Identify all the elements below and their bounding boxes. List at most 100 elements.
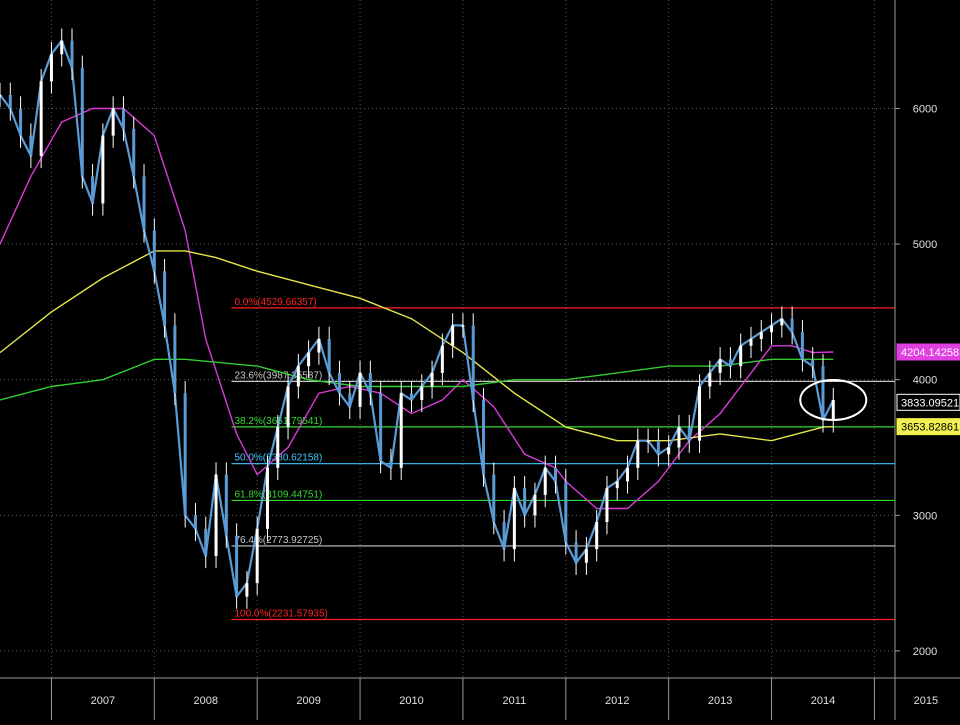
- price-candle-body: [19, 108, 23, 136]
- price-candle-body: [564, 481, 568, 543]
- price-candle-body: [636, 440, 640, 468]
- price-candle-body: [193, 515, 197, 529]
- price-candle-body: [698, 386, 702, 441]
- price-candle-body: [296, 366, 300, 387]
- fib-level-label: 76.4%(2773.92725): [234, 535, 322, 546]
- annotations: [799, 379, 868, 422]
- x-tick-label: 2014: [811, 695, 835, 707]
- price-candle-body: [656, 440, 660, 455]
- price-candle-body: [80, 67, 84, 177]
- value-tag-label: 3653.82861: [901, 422, 959, 434]
- price-candle-body: [379, 393, 383, 462]
- price-candle-body: [811, 359, 815, 367]
- series-line: [0, 107, 834, 510]
- price-candle-body: [255, 528, 259, 584]
- price-candle-body: [327, 339, 331, 373]
- fib-level-label: 23.6%(3987.35587): [234, 370, 322, 381]
- price-candle-body: [132, 128, 136, 177]
- grid: [0, 0, 895, 678]
- value-tag-label: 4204.14258: [901, 347, 959, 359]
- value-tag-label: 3833.09521: [901, 397, 959, 409]
- x-tick-label: 2007: [91, 695, 115, 707]
- value-tag-box: [896, 418, 960, 436]
- price-candle-body: [358, 372, 362, 407]
- price-candle-body: [399, 393, 403, 468]
- price-candle-body: [759, 332, 763, 339]
- x-tick-label: 2015: [914, 695, 938, 707]
- price-candle-body: [337, 372, 341, 394]
- price-candle-body: [39, 81, 43, 156]
- y-tick-label: 2000: [913, 646, 937, 658]
- price-candle-body: [749, 339, 753, 346]
- price-candle-body: [204, 528, 208, 556]
- price-candle-body: [348, 393, 352, 407]
- price-candle-body: [265, 467, 269, 529]
- price-candle-body: [111, 108, 115, 136]
- price-candle-body: [152, 230, 156, 272]
- price-candle-body: [554, 467, 558, 482]
- price-candle-body: [91, 176, 95, 204]
- price-candle-body: [626, 467, 630, 482]
- y-tick-label: 6000: [913, 103, 937, 115]
- price-candle-body: [245, 583, 249, 597]
- price-candle-body: [420, 386, 424, 401]
- price-candle-body: [718, 359, 722, 373]
- x-tick-label: 2013: [708, 695, 732, 707]
- price-candle-body: [831, 400, 835, 421]
- price-candle-body: [101, 135, 105, 204]
- price-candle-body: [389, 461, 393, 468]
- price-line: [0, 39, 835, 598]
- price-candle-body: [29, 135, 33, 156]
- fib-level-label: 0.0%(4529.66357): [234, 297, 316, 308]
- price-candle-body: [70, 40, 74, 68]
- price-candle-body: [574, 542, 578, 563]
- price-candle-body: [646, 440, 650, 443]
- price-candle-body: [224, 474, 228, 536]
- price-candle-body: [121, 108, 125, 129]
- price-candle-body: [451, 325, 455, 346]
- price-candle-body: [708, 372, 712, 387]
- price-candle-body: [492, 474, 496, 523]
- price-candle-body: [183, 393, 187, 516]
- x-tick-label: 2008: [194, 695, 218, 707]
- price-candle-body: [667, 447, 671, 455]
- price-candle-body: [60, 40, 64, 55]
- price-candle-body: [440, 345, 444, 373]
- price-candle-body: [543, 467, 547, 495]
- x-tick-label: 2010: [399, 695, 423, 707]
- price-candle-body: [615, 481, 619, 489]
- price-candle-body: [677, 427, 681, 448]
- price-candle-body: [605, 488, 609, 523]
- price-candle-body: [0, 94, 2, 97]
- price-candle-body: [728, 359, 732, 367]
- fib-level-label: 61.8%(3109.44751): [234, 489, 322, 500]
- price-candle-body: [512, 488, 516, 550]
- price-candle-body: [780, 318, 784, 326]
- price-candle-body: [173, 325, 177, 394]
- price-candle-body: [163, 271, 167, 326]
- highlight-ellipse: [799, 379, 868, 422]
- fib-level-label: 100.0%(2231.57935): [234, 608, 327, 619]
- price-candle-body: [276, 427, 280, 468]
- price-candle-body: [471, 325, 475, 401]
- price-candle-body: [430, 372, 434, 387]
- price-candle-body: [49, 54, 53, 82]
- price-candle-body: [687, 427, 691, 441]
- x-tick-label: 2012: [605, 695, 629, 707]
- price-candle-body: [409, 393, 413, 401]
- value-tag-box: [896, 343, 960, 361]
- price-candle-body: [770, 325, 774, 333]
- y-tick-label: 4000: [913, 375, 937, 387]
- price-candle-body: [595, 522, 599, 550]
- price-candle-body: [214, 474, 218, 556]
- price-candle-body: [821, 366, 825, 421]
- price-candle-body: [502, 522, 506, 550]
- price-candle-body: [461, 325, 465, 327]
- price-candle-body: [739, 345, 743, 367]
- price-candle-body: [368, 372, 372, 394]
- price-candle-body: [8, 94, 12, 109]
- price-candle-body: [142, 176, 146, 231]
